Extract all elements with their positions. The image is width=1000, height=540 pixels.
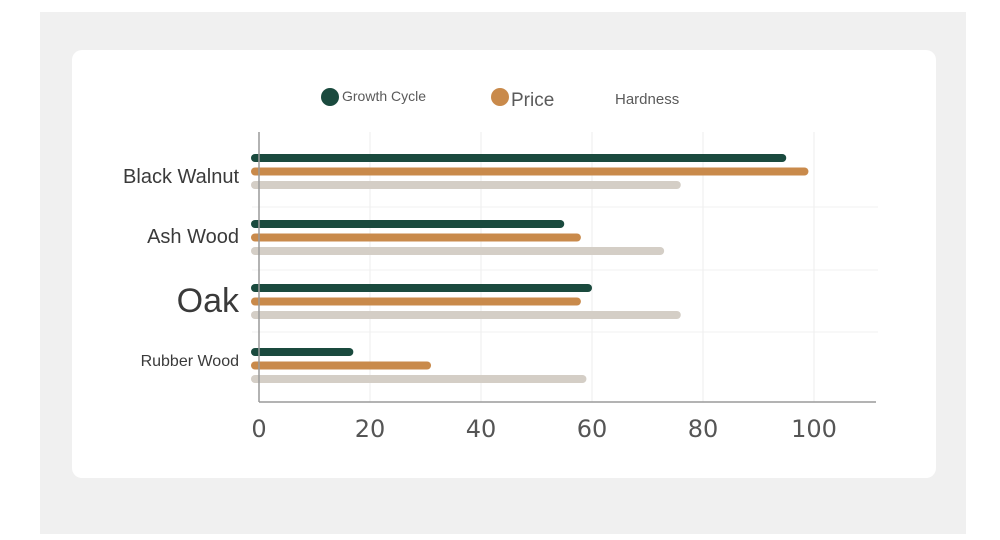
bar-ash-wood-price[interactable] <box>251 233 581 242</box>
bars <box>251 154 809 383</box>
bar-ash-wood-hardness[interactable] <box>251 247 665 255</box>
legend-item-growth-cycle[interactable]: Growth Cycle <box>321 88 426 106</box>
legend: Growth Cycle Price Hardness <box>321 88 679 111</box>
x-tick-label: 40 <box>466 415 497 443</box>
legend-item-price[interactable]: Price <box>491 88 554 111</box>
bar-black-walnut-price[interactable] <box>251 167 809 176</box>
legend-label-price: Price <box>511 90 554 111</box>
bar-ash-wood-growth-cycle[interactable] <box>251 220 565 228</box>
bar-oak-price[interactable] <box>251 297 581 306</box>
legend-label-growth-cycle: Growth Cycle <box>342 88 426 104</box>
bar-rubber-wood-price[interactable] <box>251 361 432 370</box>
x-tick-label: 80 <box>688 415 719 443</box>
chart-card <box>72 50 936 478</box>
x-tick-label: 0 <box>251 415 266 443</box>
x-tick-labels: 0 20 40 60 80 100 <box>251 415 837 443</box>
category-label: Oak <box>177 282 240 320</box>
bar-rubber-wood-hardness[interactable] <box>251 375 587 383</box>
legend-swatch-growth-cycle <box>321 88 339 106</box>
bar-black-walnut-hardness[interactable] <box>251 181 681 189</box>
gridlines <box>252 132 878 402</box>
legend-item-hardness[interactable]: Hardness <box>615 91 679 108</box>
bar-rubber-wood-growth-cycle[interactable] <box>251 348 354 356</box>
x-tick-label: 20 <box>355 415 386 443</box>
category-label: Ash Wood <box>147 226 239 248</box>
category-labels: Black Walnut Ash Wood Oak Rubber Wood <box>123 166 240 370</box>
category-label: Rubber Wood <box>141 353 239 370</box>
x-tick-label: 100 <box>791 415 837 443</box>
bar-oak-hardness[interactable] <box>251 311 681 319</box>
category-label: Black Walnut <box>123 166 239 188</box>
legend-label-hardness: Hardness <box>615 91 679 108</box>
bar-oak-growth-cycle[interactable] <box>251 284 592 292</box>
x-tick-label: 60 <box>577 415 608 443</box>
legend-swatch-price <box>491 88 509 106</box>
axes <box>258 132 876 403</box>
bar-black-walnut-growth-cycle[interactable] <box>251 154 787 162</box>
